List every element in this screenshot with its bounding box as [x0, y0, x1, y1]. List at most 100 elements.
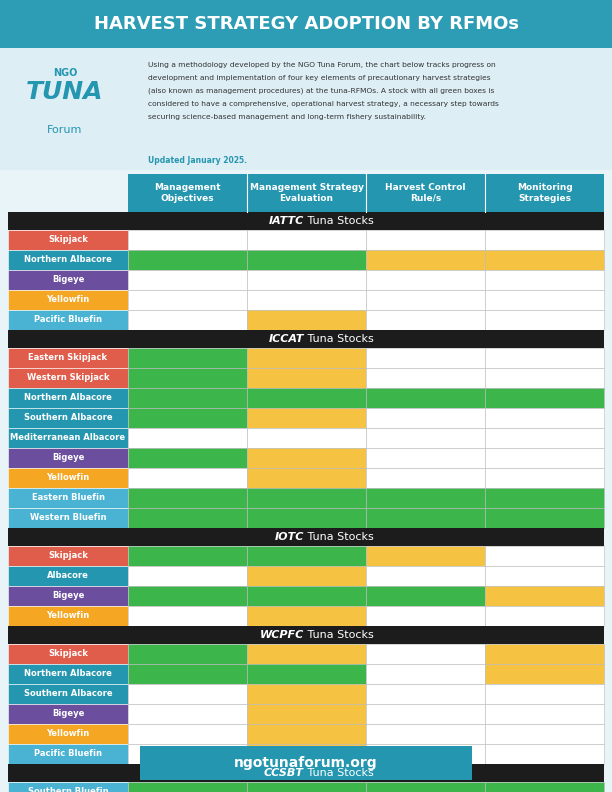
Bar: [128, 428, 247, 448]
Bar: [128, 566, 247, 586]
Bar: [485, 448, 604, 468]
Bar: [366, 468, 485, 488]
Text: Western Skipjack: Western Skipjack: [27, 374, 110, 383]
Text: Using a methodology developed by the NGO Tuna Forum, the chart below tracks prog: Using a methodology developed by the NGO…: [148, 62, 496, 68]
Text: Mediterranean Albacore: Mediterranean Albacore: [10, 433, 125, 443]
Bar: [366, 290, 485, 310]
Bar: [8, 368, 128, 388]
Text: Yellowfin: Yellowfin: [47, 729, 89, 738]
Bar: [485, 684, 604, 704]
Text: Southern Albacore: Southern Albacore: [24, 690, 113, 699]
Text: IATTC: IATTC: [269, 216, 304, 226]
Text: Management Strategy
Evaluation: Management Strategy Evaluation: [250, 183, 364, 203]
Bar: [8, 744, 128, 764]
Bar: [128, 174, 604, 212]
Bar: [366, 724, 485, 744]
Bar: [485, 488, 604, 508]
Text: Skipjack: Skipjack: [48, 235, 88, 245]
Bar: [128, 368, 247, 388]
Bar: [8, 606, 128, 626]
Text: Southern Bluefin: Southern Bluefin: [28, 787, 108, 792]
Bar: [128, 448, 247, 468]
Text: Harvest Control
Rule/s: Harvest Control Rule/s: [385, 183, 466, 203]
Bar: [8, 704, 128, 724]
Bar: [247, 388, 366, 408]
Text: Albacore: Albacore: [47, 572, 89, 581]
Bar: [485, 566, 604, 586]
Bar: [8, 684, 128, 704]
Bar: [247, 428, 366, 448]
Bar: [128, 290, 247, 310]
Bar: [247, 508, 366, 528]
Text: CCSBT: CCSBT: [264, 768, 304, 778]
Text: Bigeye: Bigeye: [52, 592, 84, 600]
Text: Yellowfin: Yellowfin: [47, 611, 89, 620]
Text: WCPFC: WCPFC: [259, 630, 304, 640]
Text: Northern Albacore: Northern Albacore: [24, 256, 112, 265]
Bar: [247, 310, 366, 330]
Bar: [247, 684, 366, 704]
Bar: [366, 270, 485, 290]
Text: Management
Objectives: Management Objectives: [154, 183, 221, 203]
Text: Northern Albacore: Northern Albacore: [24, 394, 112, 402]
Bar: [0, 48, 612, 170]
Text: Yellowfin: Yellowfin: [47, 474, 89, 482]
Bar: [366, 230, 485, 250]
Bar: [8, 664, 128, 684]
Bar: [8, 310, 128, 330]
Text: Western Bluefin: Western Bluefin: [30, 513, 106, 523]
Bar: [366, 408, 485, 428]
Bar: [366, 704, 485, 724]
Bar: [485, 428, 604, 448]
Text: Bigeye: Bigeye: [52, 710, 84, 718]
Text: considered to have a comprehensive, operational harvest strategy, a necessary st: considered to have a comprehensive, oper…: [148, 101, 499, 107]
Bar: [8, 764, 604, 782]
Text: Updated January 2025.: Updated January 2025.: [148, 156, 247, 165]
Bar: [8, 488, 128, 508]
Bar: [366, 388, 485, 408]
Bar: [128, 250, 247, 270]
Text: Eastern Skipjack: Eastern Skipjack: [29, 353, 108, 363]
Bar: [247, 230, 366, 250]
Bar: [485, 644, 604, 664]
Text: Southern Albacore: Southern Albacore: [24, 413, 113, 422]
Text: Tuna Stocks: Tuna Stocks: [304, 216, 374, 226]
Text: Yellowfin: Yellowfin: [47, 295, 89, 304]
Bar: [247, 270, 366, 290]
Bar: [8, 408, 128, 428]
Bar: [8, 546, 128, 566]
Bar: [8, 528, 604, 546]
Text: Tuna Stocks: Tuna Stocks: [304, 532, 374, 542]
Text: IOTC: IOTC: [275, 532, 304, 542]
Bar: [247, 744, 366, 764]
Text: ICCAT: ICCAT: [269, 334, 304, 344]
Bar: [485, 508, 604, 528]
Bar: [128, 586, 247, 606]
Bar: [8, 626, 604, 644]
Bar: [8, 508, 128, 528]
Bar: [366, 782, 485, 792]
Bar: [8, 388, 128, 408]
Bar: [485, 270, 604, 290]
Text: securing science-based management and long-term fishery sustainability.: securing science-based management and lo…: [148, 114, 426, 120]
Bar: [128, 744, 247, 764]
Text: Pacific Bluefin: Pacific Bluefin: [34, 749, 102, 759]
Bar: [247, 468, 366, 488]
Bar: [485, 606, 604, 626]
Bar: [366, 488, 485, 508]
Bar: [128, 606, 247, 626]
Bar: [128, 488, 247, 508]
Bar: [128, 644, 247, 664]
Bar: [8, 566, 128, 586]
Bar: [366, 644, 485, 664]
Text: NGO: NGO: [53, 68, 77, 78]
Text: Tuna Stocks: Tuna Stocks: [304, 334, 374, 344]
Bar: [128, 348, 247, 368]
Bar: [8, 250, 128, 270]
Text: Forum: Forum: [47, 125, 83, 135]
Bar: [128, 664, 247, 684]
Bar: [247, 782, 366, 792]
Bar: [247, 408, 366, 428]
Bar: [485, 348, 604, 368]
Bar: [485, 782, 604, 792]
